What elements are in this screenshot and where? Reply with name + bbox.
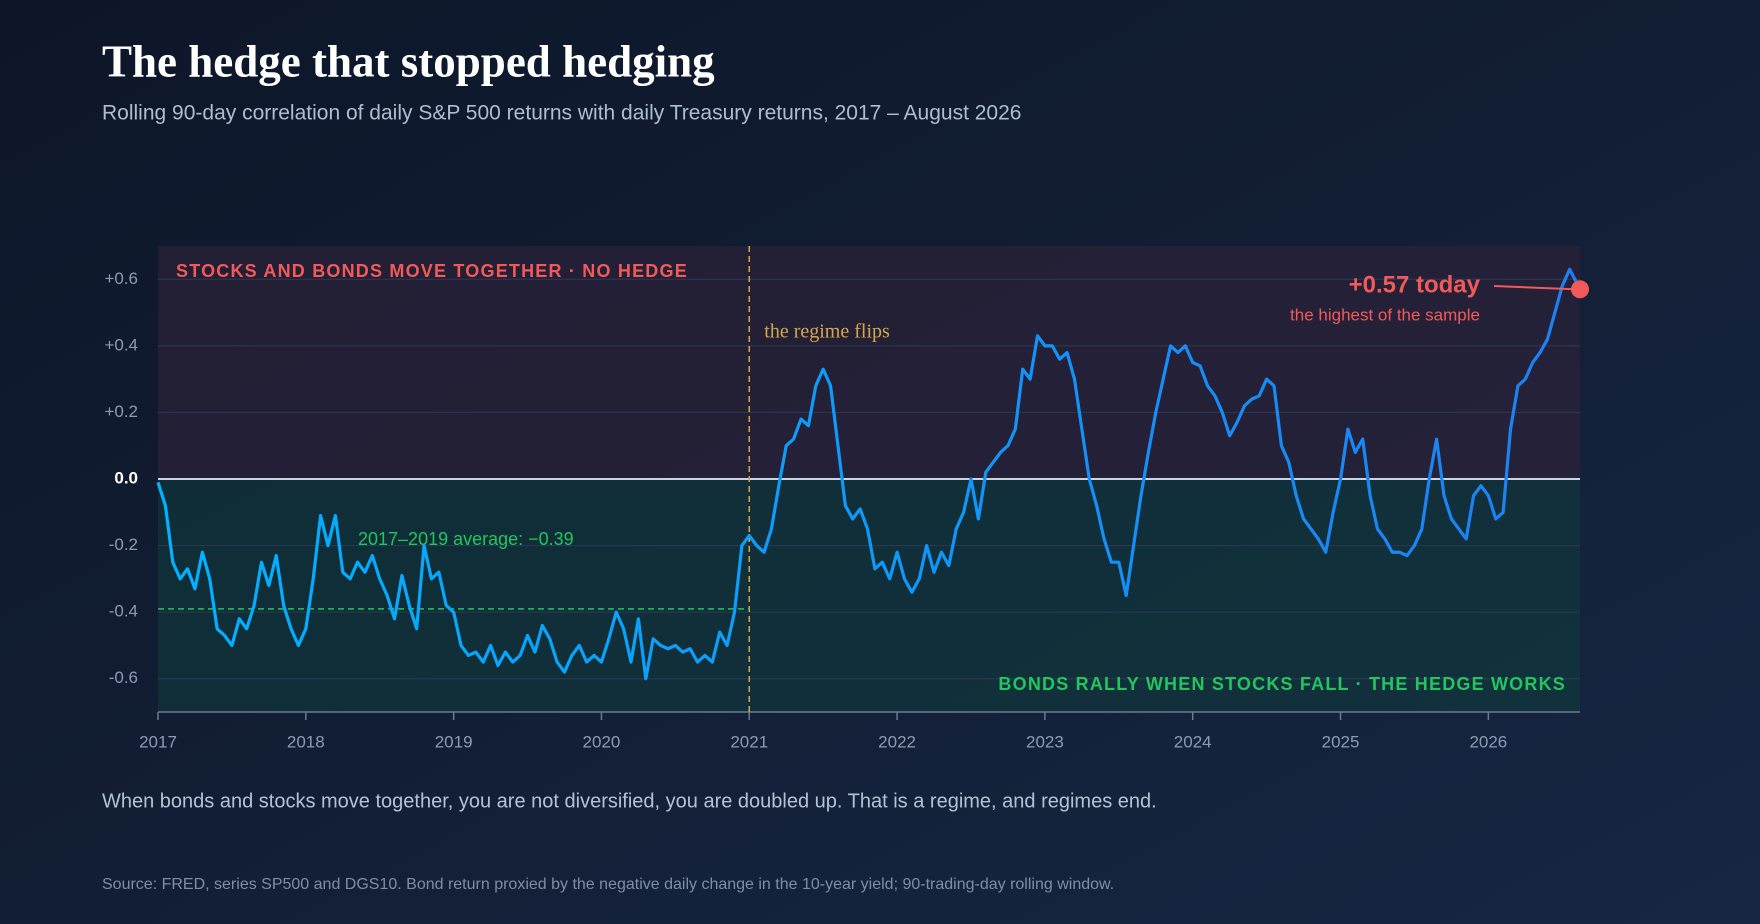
y-tick-label: +0.6 — [104, 269, 138, 288]
x-tick-label: 2022 — [878, 732, 916, 751]
y-tick-label: 0.0 — [114, 468, 138, 487]
annotation-connector — [1493, 285, 1575, 291]
end-annotation: +0.57 today — [1349, 271, 1481, 298]
upper-region — [158, 246, 1580, 479]
x-tick-label: 2019 — [435, 732, 473, 751]
chart-subtitle: Rolling 90-day correlation of daily S&P … — [102, 102, 1021, 125]
upper-region-label: STOCKS AND BONDS MOVE TOGETHER · NO HEDG… — [176, 261, 688, 281]
average-label: 2017–2019 average: −0.39 — [358, 529, 574, 549]
x-tick-label: 2023 — [1026, 732, 1064, 751]
end-annotation-subtext: the highest of the sample — [1290, 305, 1480, 324]
x-tick-label: 2017 — [139, 732, 177, 751]
chart-note: When bonds and stocks move together, you… — [102, 790, 1157, 812]
x-tick-label: 2018 — [287, 732, 325, 751]
regime-flip-label: the regime flips — [764, 321, 890, 343]
x-tick-label: 2024 — [1174, 732, 1212, 751]
x-tick-label: 2021 — [730, 732, 768, 751]
y-tick-label: -0.4 — [109, 602, 138, 621]
lower-region-label: BONDS RALLY WHEN STOCKS FALL · THE HEDGE… — [998, 674, 1566, 694]
x-tick-label: 2025 — [1322, 732, 1360, 751]
y-tick-label: -0.6 — [109, 668, 138, 687]
y-tick-label: +0.2 — [104, 402, 138, 421]
chart-source: Source: FRED, series SP500 and DGS10. Bo… — [102, 876, 1114, 893]
lower-region — [158, 479, 1580, 712]
end-point — [1571, 280, 1589, 299]
x-tick-label: 2026 — [1469, 732, 1507, 751]
correlation-line — [156, 267, 1582, 681]
x-tick-label: 2020 — [583, 732, 621, 751]
y-tick-label: +0.4 — [104, 335, 138, 354]
y-tick-label: -0.2 — [109, 535, 138, 554]
chart-title: The hedge that stopped hedging — [102, 36, 715, 86]
